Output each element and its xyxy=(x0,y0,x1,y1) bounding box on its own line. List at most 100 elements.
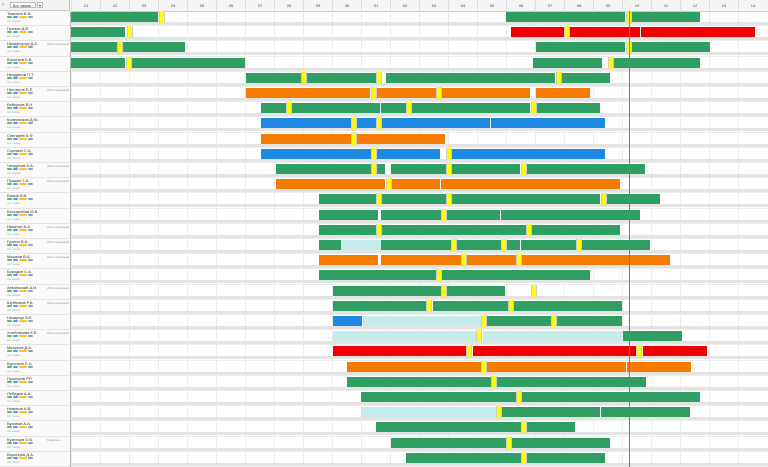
driver-row[interactable]: Громов Д.В. Нет заказа xyxy=(0,26,70,42)
stop-marker[interactable] xyxy=(446,163,452,175)
driver-row[interactable]: Шубников Р.А. Испытательный срок Нет заказ… xyxy=(0,300,70,315)
trip-block[interactable] xyxy=(601,407,690,418)
stop-marker[interactable] xyxy=(608,56,614,69)
stop-marker[interactable] xyxy=(159,11,165,23)
driver-row[interactable]: Быков А.В. Нет заказа xyxy=(0,193,70,209)
driver-row[interactable]: Сорокин С.А. Нет заказа xyxy=(0,148,70,163)
stop-marker[interactable] xyxy=(521,421,527,434)
driver-row[interactable]: Никифорчук Д.Е. Испытательный срок Нет зак… xyxy=(0,41,70,57)
trip-block[interactable] xyxy=(521,255,670,266)
stop-marker[interactable] xyxy=(516,391,522,403)
driver-row[interactable]: Бессарабов М.В. Нет заказа xyxy=(0,209,70,224)
stop-marker[interactable] xyxy=(506,436,512,449)
trip-block[interactable] xyxy=(319,209,378,220)
trip-block[interactable] xyxy=(341,240,400,250)
stop-marker[interactable] xyxy=(117,41,123,54)
stop-marker[interactable] xyxy=(531,102,537,115)
stop-marker[interactable] xyxy=(446,147,452,160)
driver-row[interactable]: Воронцов Д.А. Нет заказа xyxy=(0,452,70,467)
trip-block[interactable] xyxy=(276,164,385,174)
trip-block[interactable] xyxy=(433,300,512,311)
trip-block[interactable] xyxy=(627,361,691,372)
stop-marker[interactable] xyxy=(521,451,527,464)
trip-block[interactable] xyxy=(536,42,625,53)
trip-block[interactable] xyxy=(451,148,605,159)
trip-block[interactable] xyxy=(333,331,482,342)
driver-row[interactable]: Курочкин Е.А. Нет заказа xyxy=(0,361,70,376)
trip-block[interactable] xyxy=(441,179,620,190)
driver-row[interactable]: Мелихов Д.А. Нет заказа xyxy=(0,345,70,361)
stop-marker[interactable] xyxy=(636,345,642,358)
trip-block[interactable] xyxy=(611,57,700,68)
trip-block[interactable] xyxy=(246,88,370,98)
trip-block[interactable] xyxy=(319,224,378,235)
trip-block[interactable] xyxy=(386,72,555,83)
driver-row[interactable]: Пушкин Т.А. Испытательный срок Нет заказа xyxy=(0,178,70,194)
driver-row[interactable]: Нестеров Е.Е. Испытательный срок Нет заказ… xyxy=(0,87,70,103)
trip-block[interactable] xyxy=(501,209,640,220)
trip-block[interactable] xyxy=(333,316,362,326)
schedule-grid[interactable] xyxy=(71,11,768,467)
trip-block[interactable] xyxy=(441,270,590,281)
collapse-chevron-icon[interactable]: ‹ xyxy=(2,2,4,8)
stop-marker[interactable] xyxy=(441,208,447,221)
trip-block[interactable] xyxy=(261,148,440,159)
trip-block[interactable] xyxy=(333,285,442,296)
trip-block[interactable] xyxy=(641,27,755,38)
stop-marker[interactable] xyxy=(376,193,382,206)
trip-block[interactable] xyxy=(531,224,620,235)
driver-row[interactable]: Прохоров Р.Р. Нет заказа xyxy=(0,376,70,391)
trip-block[interactable] xyxy=(536,88,590,98)
trip-block[interactable] xyxy=(391,179,440,190)
stop-marker[interactable] xyxy=(476,330,482,343)
stop-marker[interactable] xyxy=(521,163,527,175)
driver-row[interactable]: Бейкулов В.Н. Нет заказа xyxy=(0,102,70,118)
stop-marker[interactable] xyxy=(376,223,382,236)
trip-block[interactable] xyxy=(511,437,610,448)
stop-marker[interactable] xyxy=(481,360,487,373)
driver-row[interactable]: Тимохин В.В. Нет заказа xyxy=(0,11,70,27)
stop-marker[interactable] xyxy=(516,254,522,267)
trip-block[interactable] xyxy=(347,361,486,372)
trip-block[interactable] xyxy=(526,164,645,174)
stop-marker[interactable] xyxy=(386,178,392,191)
trip-block[interactable] xyxy=(391,437,510,448)
stop-marker[interactable] xyxy=(446,193,452,206)
trip-block[interactable] xyxy=(631,12,700,22)
trip-block[interactable] xyxy=(381,240,520,250)
stop-marker[interactable] xyxy=(564,26,570,39)
driver-row[interactable]: Коротков Б.В. Нет заказа xyxy=(0,57,70,72)
driver-list[interactable]: Тимохин В.В. Нет заказа Громов Д.В. Нет зак… xyxy=(0,11,71,467)
trip-block[interactable] xyxy=(511,27,565,38)
trip-block[interactable] xyxy=(371,88,530,98)
driver-row[interactable]: Атвальский А.И. Испытательный срок Нет зак… xyxy=(0,285,70,300)
trip-block[interactable] xyxy=(406,452,525,463)
trip-block[interactable] xyxy=(361,407,500,418)
trip-block[interactable] xyxy=(361,392,520,402)
driver-row[interactable]: Бородин С.А. Нет заказа xyxy=(0,269,70,285)
trip-block[interactable] xyxy=(71,27,125,38)
trip-block[interactable] xyxy=(506,12,625,22)
trip-block[interactable] xyxy=(533,57,602,68)
trip-block[interactable] xyxy=(71,42,185,53)
trip-block[interactable] xyxy=(473,346,642,357)
stop-marker[interactable] xyxy=(126,56,132,69)
trip-block[interactable] xyxy=(71,12,158,22)
stop-marker[interactable] xyxy=(501,239,507,251)
stop-marker[interactable] xyxy=(426,299,432,312)
stop-marker[interactable] xyxy=(301,71,307,84)
trip-block[interactable] xyxy=(347,376,496,387)
trip-block[interactable] xyxy=(521,392,700,402)
trip-block[interactable] xyxy=(376,422,525,433)
stop-marker[interactable] xyxy=(436,269,442,282)
stop-marker[interactable] xyxy=(551,315,557,327)
trip-block[interactable] xyxy=(391,164,520,174)
stop-marker[interactable] xyxy=(371,147,377,160)
stop-marker[interactable] xyxy=(351,132,357,145)
driver-row[interactable]: Лебедев А.А. Нет заказа xyxy=(0,391,70,407)
driver-row[interactable]: Грунин В.А. Испытательный срок Нет заказа xyxy=(0,239,70,255)
driver-row[interactable]: Челданов А.А. Испытательный срок Нет заказ… xyxy=(0,163,70,179)
trip-block[interactable] xyxy=(261,118,380,129)
stop-marker[interactable] xyxy=(127,26,133,39)
trip-block[interactable] xyxy=(561,72,610,83)
